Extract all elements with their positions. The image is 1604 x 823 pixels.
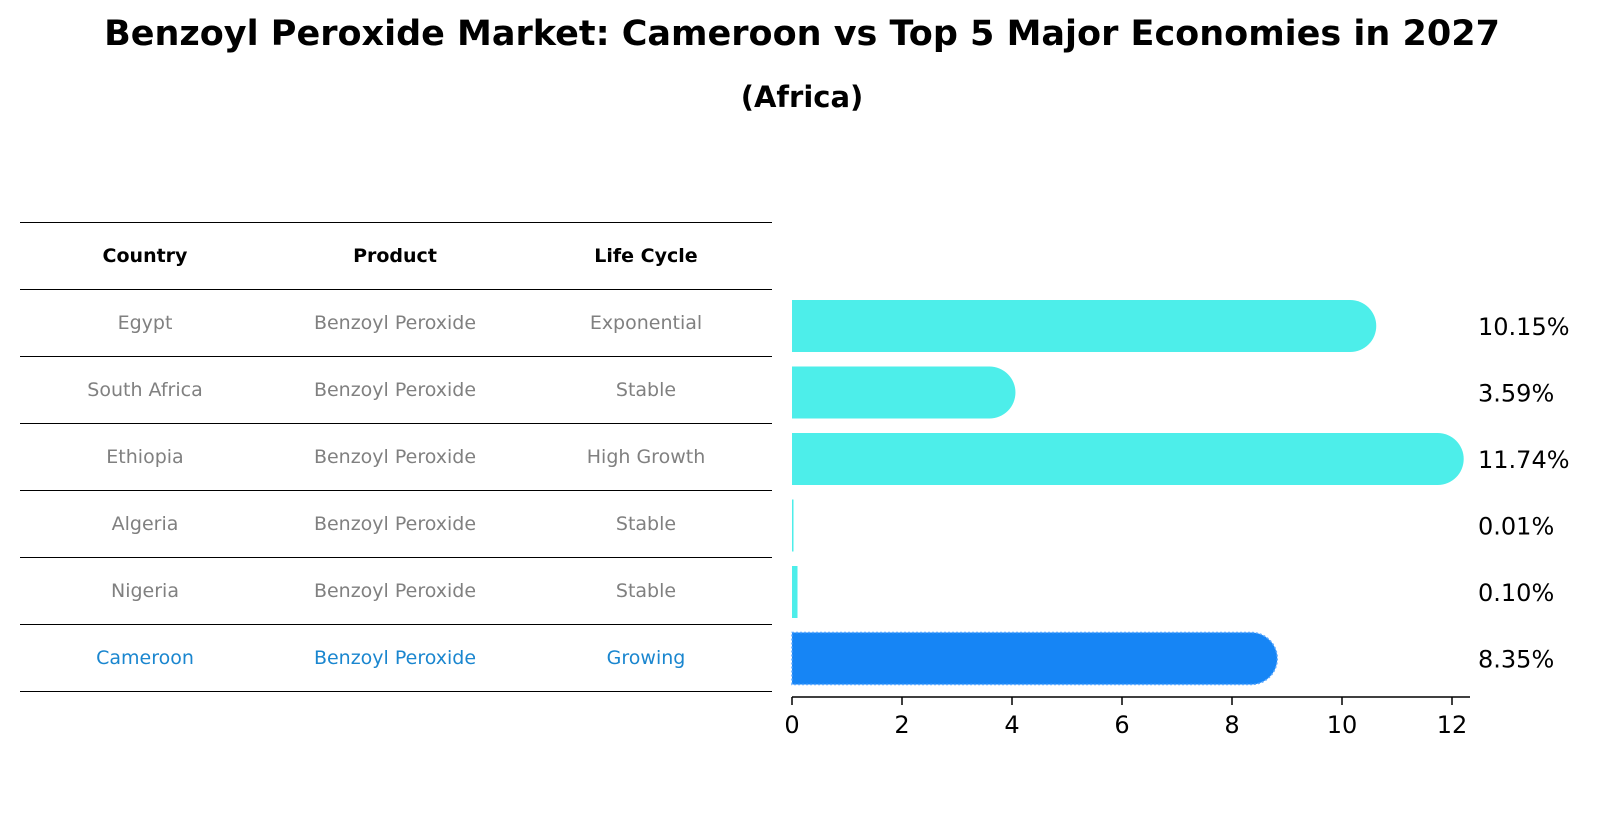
value-label: 3.59% xyxy=(1478,380,1554,408)
product-cell: Benzoyl Peroxide xyxy=(313,580,477,602)
table-row: South Africa Benzoyl Peroxide Stable xyxy=(20,357,772,424)
chart-subtitle: (Africa) xyxy=(740,80,864,114)
country-cell: Nigeria xyxy=(111,580,179,602)
bar-cameroon xyxy=(791,631,1278,686)
x-tick-label: 6 xyxy=(1114,711,1129,739)
x-tick-label: 8 xyxy=(1224,711,1239,739)
bar-south-africa xyxy=(792,366,1016,419)
product-cell: Benzoyl Peroxide xyxy=(313,312,477,334)
product-cell: Benzoyl Peroxide xyxy=(313,647,477,669)
product-cell: Benzoyl Peroxide xyxy=(313,513,477,535)
value-label: 0.01% xyxy=(1478,513,1554,541)
country-cell: Algeria xyxy=(111,513,179,535)
value-label: 0.10% xyxy=(1478,579,1554,607)
x-tick-label: 10 xyxy=(1327,711,1358,739)
value-label: 8.35% xyxy=(1478,646,1554,674)
table-row: Algeria Benzoyl Peroxide Stable xyxy=(20,491,772,558)
x-tick-label: 0 xyxy=(784,711,799,739)
value-label: 11.74% xyxy=(1478,446,1570,474)
country-cell: Cameroon xyxy=(96,647,194,669)
life-cycle-cell: Stable xyxy=(615,379,677,401)
header-product: Product xyxy=(353,245,437,267)
header-life-cycle: Life Cycle xyxy=(594,245,698,267)
table-row-highlight: Cameroon Benzoyl Peroxide Growing xyxy=(20,625,772,692)
table-header-row: Country Product Life Cycle xyxy=(20,222,772,290)
life-cycle-cell: Stable xyxy=(615,580,677,602)
table-row: Nigeria Benzoyl Peroxide Stable xyxy=(20,558,772,625)
bar-egypt xyxy=(792,300,1377,352)
life-cycle-cell: Stable xyxy=(615,513,677,535)
life-cycle-cell: High Growth xyxy=(586,446,706,468)
bar-ethiopia xyxy=(792,433,1464,485)
life-cycle-cell: Growing xyxy=(606,647,686,669)
country-cell: Egypt xyxy=(117,312,173,334)
header-country: Country xyxy=(102,245,188,267)
value-label: 10.15% xyxy=(1478,313,1570,341)
table-row: Ethiopia Benzoyl Peroxide High Growth xyxy=(20,424,772,491)
bar-algeria xyxy=(792,499,794,552)
x-tick-label: 2 xyxy=(894,711,909,739)
product-cell: Benzoyl Peroxide xyxy=(313,379,477,401)
table-row: Egypt Benzoyl Peroxide Exponential xyxy=(20,290,772,357)
country-cell: South Africa xyxy=(87,379,203,401)
bar-nigeria xyxy=(792,566,798,618)
country-cell: Ethiopia xyxy=(106,446,184,468)
life-cycle-cell: Exponential xyxy=(589,312,703,334)
chart-title: Benzoyl Peroxide Market: Cameroon vs Top… xyxy=(104,14,1500,54)
x-tick-label: 4 xyxy=(1004,711,1019,739)
product-cell: Benzoyl Peroxide xyxy=(313,446,477,468)
x-tick-label: 12 xyxy=(1437,711,1468,739)
data-table: Country Product Life Cycle Egypt Benzoyl… xyxy=(20,222,772,692)
